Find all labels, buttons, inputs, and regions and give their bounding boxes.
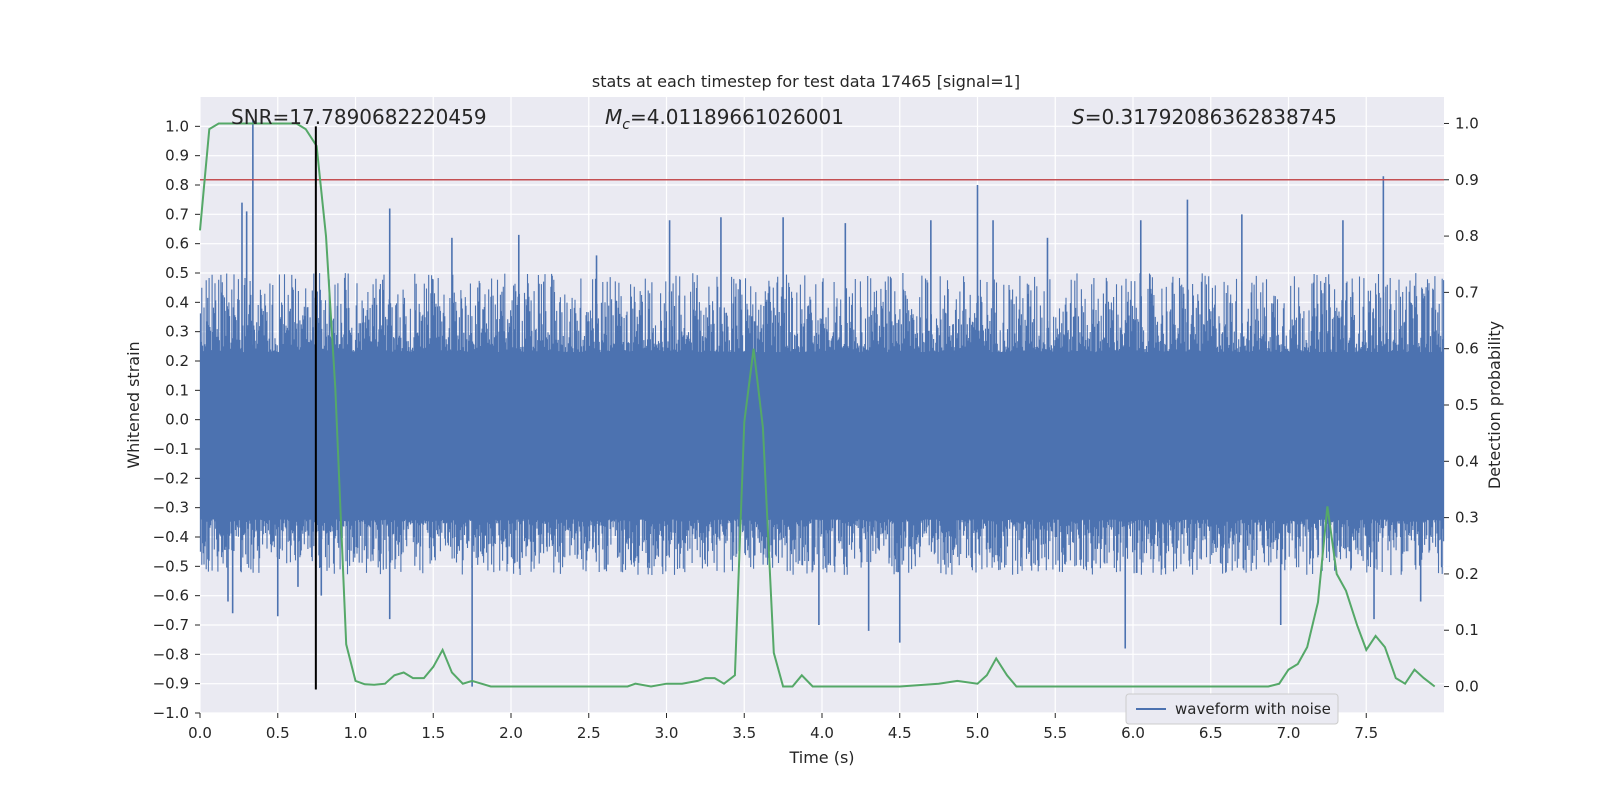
x-tick-label: 1.0	[344, 724, 368, 742]
chart-title: stats at each timestep for test data 174…	[592, 72, 1020, 91]
y-tick-label: −0.8	[153, 645, 189, 663]
chirp-mass-value: =4.01189661026001	[630, 105, 844, 129]
x-tick-label: 7.5	[1354, 724, 1378, 742]
y2-tick-label: 0.3	[1455, 509, 1479, 527]
x-tick-label: 2.0	[499, 724, 523, 742]
x-tick-label: 2.5	[577, 724, 601, 742]
x-axis-label: Time (s)	[788, 748, 854, 767]
s-value: =0.31792086362838745	[1085, 105, 1337, 129]
x-axis: 0.0 0.5 1.0 1.5 2.0 2.5 3.0 3.5 4.0 4.5 5.0 5.5 6.0 6…	[188, 713, 1378, 742]
y2-tick-label: 0.7	[1455, 283, 1479, 301]
y-tick-label: 0.7	[165, 205, 189, 223]
waveform-trace	[199, 273, 1445, 576]
y-axis-label: Whitened strain	[124, 341, 143, 468]
y-tick-label: 0.9	[165, 147, 189, 165]
y2-tick-label: 0.0	[1455, 678, 1479, 696]
y-tick-label: 0.5	[165, 264, 189, 282]
y-tick-label: −0.9	[153, 675, 189, 693]
y2-tick-label: 0.9	[1455, 171, 1479, 189]
y2-tick-label: 0.2	[1455, 565, 1479, 583]
y-tick-label: −0.7	[153, 616, 189, 634]
s-annotation: S=0.31792086362838745	[1072, 105, 1337, 129]
y-tick-label: −0.3	[153, 499, 189, 517]
legend-box	[1125, 693, 1339, 725]
y-tick-label: 0.0	[165, 411, 189, 429]
chirp-mass-symbol: M	[605, 105, 622, 129]
x-tick-label: 1.5	[421, 724, 445, 742]
y-tick-label: 0.1	[165, 381, 189, 399]
y-tick-label: −1.0	[153, 704, 189, 722]
x-tick-label: 5.0	[966, 724, 990, 742]
x-tick-label: 0.5	[266, 724, 290, 742]
y2-tick-label: 0.8	[1455, 227, 1479, 245]
y-tick-label: 0.3	[165, 323, 189, 341]
x-tick-label: 4.5	[888, 724, 912, 742]
x-tick-label: 3.0	[655, 724, 679, 742]
x-tick-label: 5.5	[1043, 724, 1067, 742]
waveform-series	[199, 120, 1445, 687]
y-tick-label: −0.1	[153, 440, 189, 458]
y-tick-label: 0.2	[165, 352, 189, 370]
y-axis: −1.0 −0.9 −0.8 −0.7 −0.6 −0.5 −0.4 −0.3 −0.2 −0.1…	[153, 117, 200, 722]
y2-tick-label: 0.4	[1455, 452, 1479, 470]
y-tick-label: −0.5	[153, 557, 189, 575]
y2-tick-label: 1.0	[1455, 114, 1479, 132]
x-tick-label: 6.5	[1199, 724, 1223, 742]
y2-tick-label: 0.5	[1455, 396, 1479, 414]
chirp-mass-subscript: c	[622, 117, 630, 133]
legend-label: waveform with noise	[1175, 700, 1331, 718]
y2-tick-label: 0.1	[1455, 621, 1479, 639]
x-tick-label: 3.5	[732, 724, 756, 742]
y-tick-label: 1.0	[165, 117, 189, 135]
y2-axis-label: Detection probability	[1485, 321, 1504, 489]
y-tick-label: 0.4	[165, 293, 189, 311]
snr-annotation: SNR=17.7890682220459	[231, 105, 487, 129]
y-tick-label: −0.2	[153, 469, 189, 487]
s-symbol: S	[1072, 105, 1085, 129]
y-tick-label: −0.4	[153, 528, 189, 546]
legend: waveform with noise	[1125, 693, 1339, 725]
y-tick-label: 0.8	[165, 176, 189, 194]
probability-line	[199, 122, 1436, 688]
y2-axis: 0.0 0.1 0.2 0.3 0.4 0.5 0.6 0.7 0.8 0.9 1.0	[1444, 114, 1479, 696]
y2-tick-label: 0.6	[1455, 340, 1479, 358]
chirp-mass-annotation: Mc=4.01189661026001	[605, 105, 844, 133]
x-tick-label: 6.0	[1121, 724, 1145, 742]
x-tick-label: 7.0	[1277, 724, 1301, 742]
y-tick-label: 0.6	[165, 235, 189, 253]
x-tick-label: 0.0	[188, 724, 212, 742]
x-tick-label: 4.0	[810, 724, 834, 742]
probability-series	[199, 122, 1436, 688]
y-tick-label: −0.6	[153, 587, 189, 605]
